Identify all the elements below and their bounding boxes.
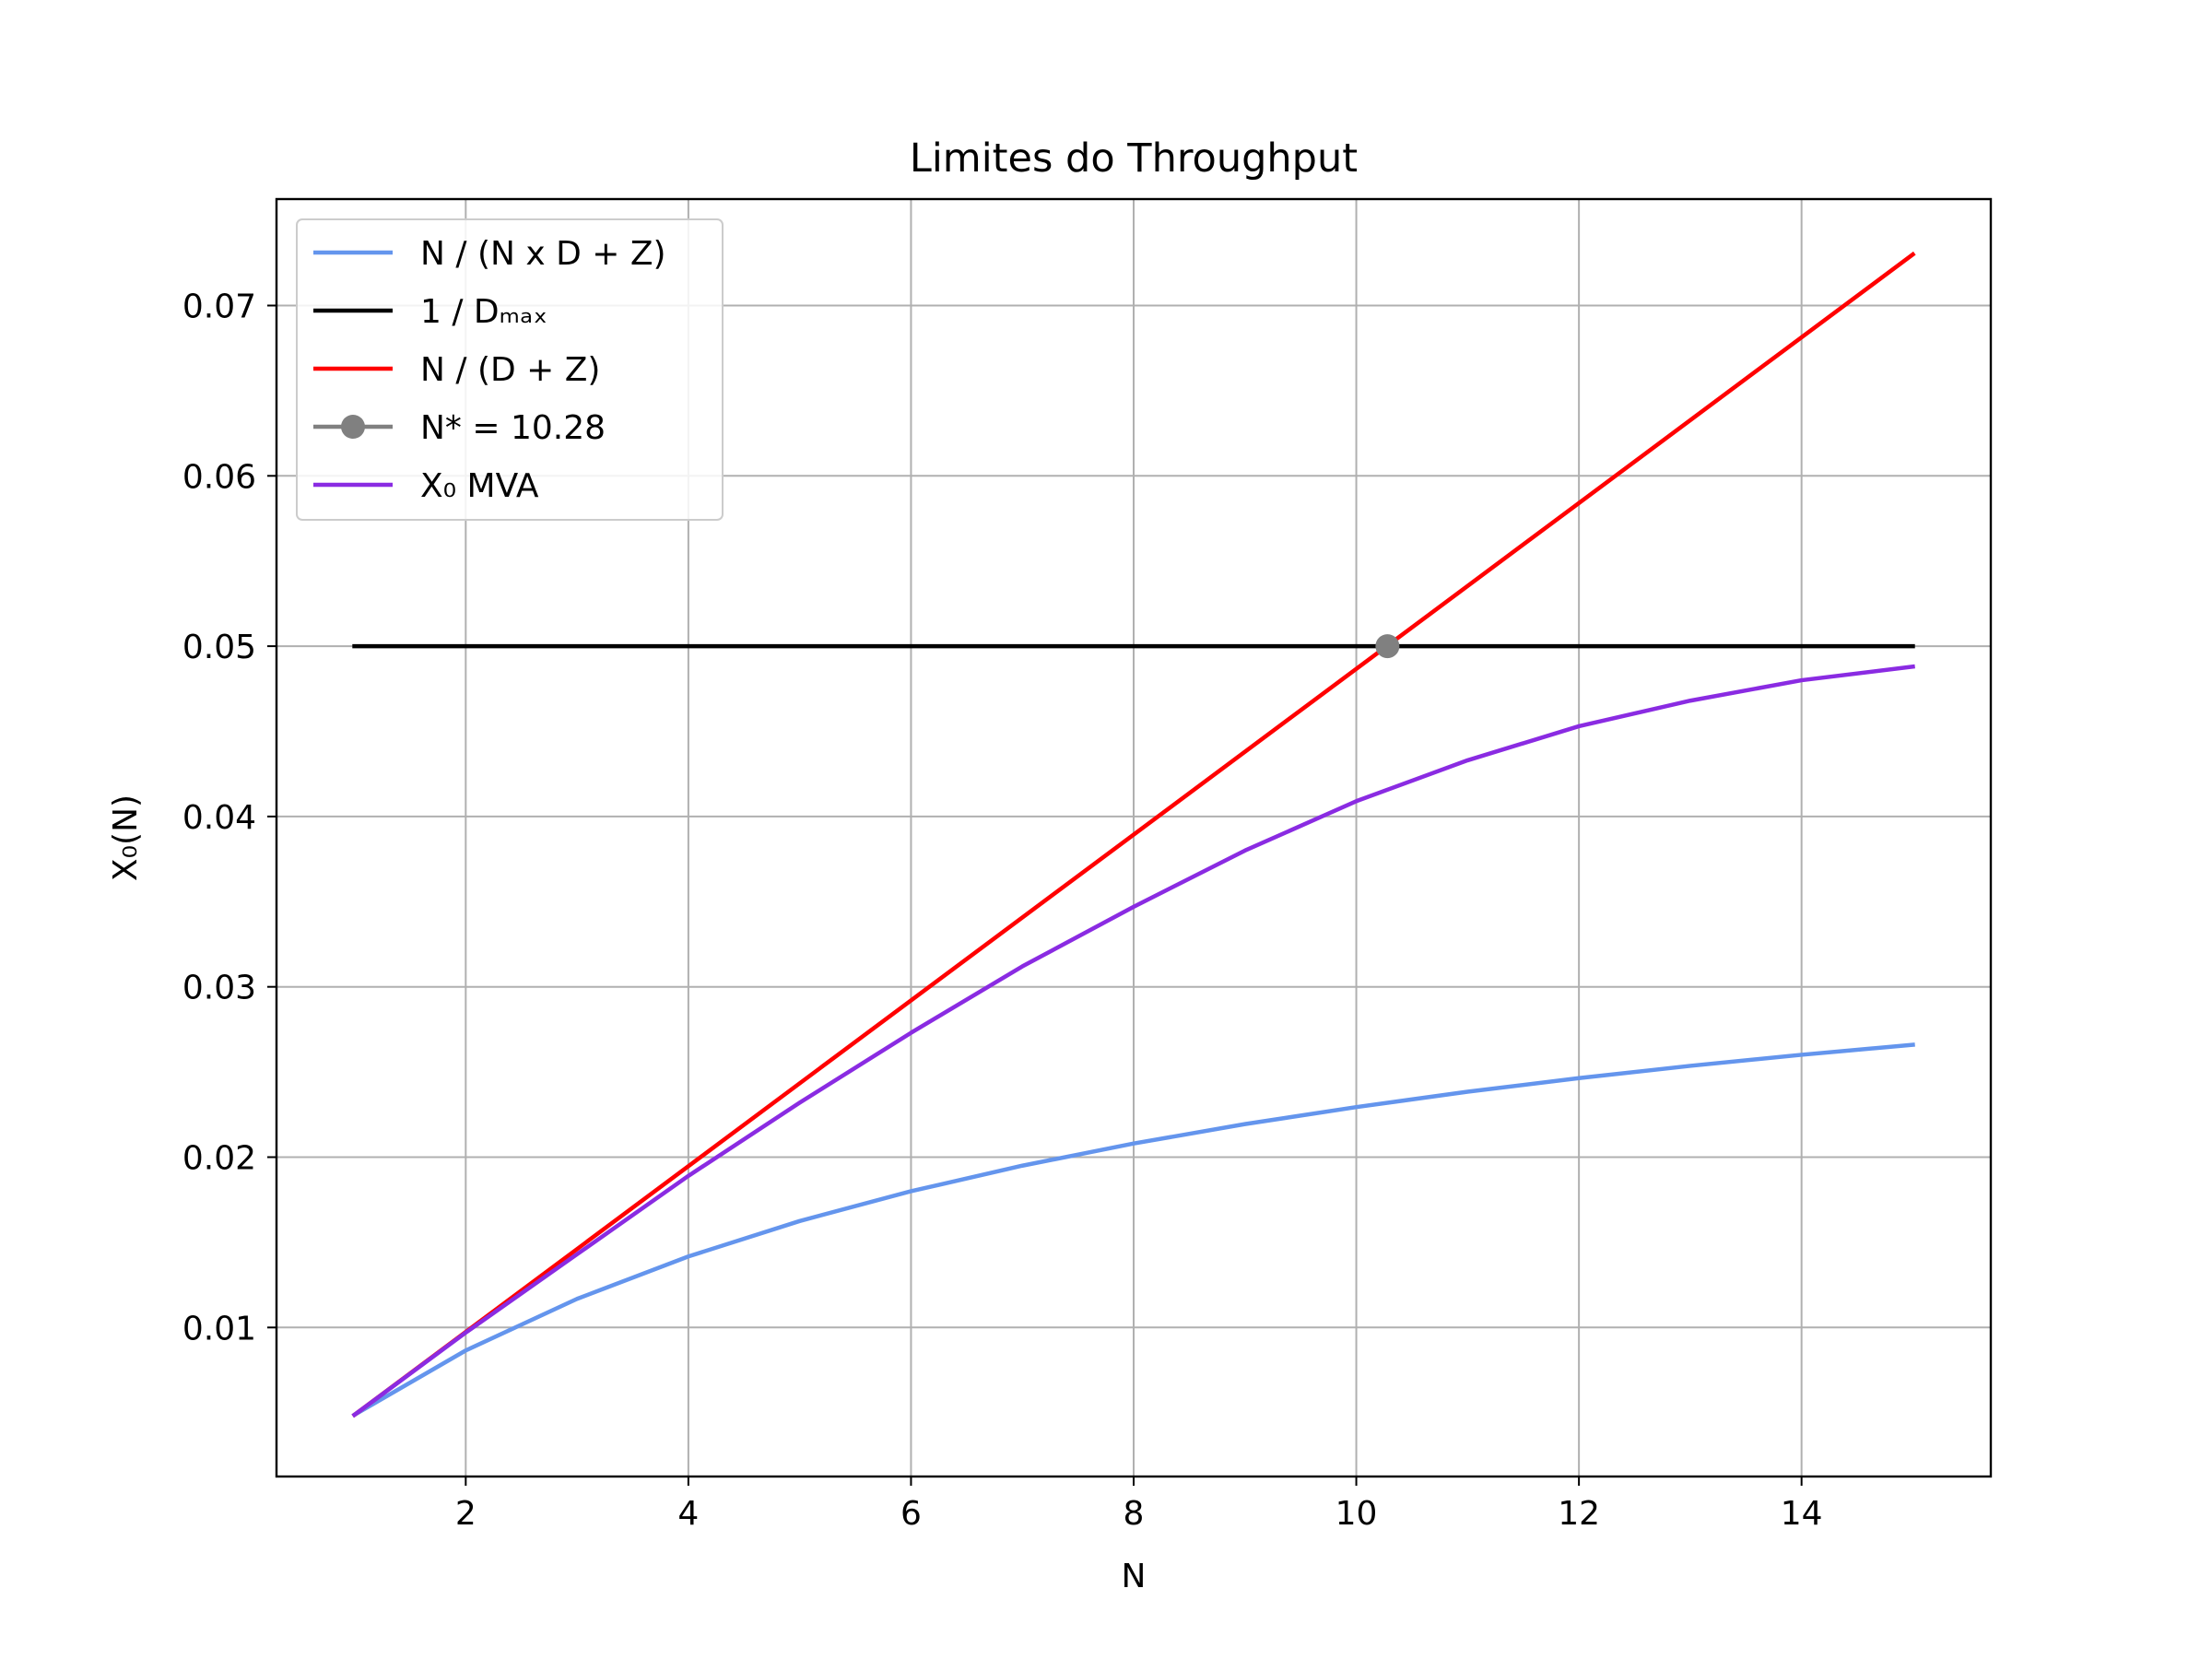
y-tick-label: 0.06 [182,458,256,496]
x-tick-label: 10 [1335,1495,1378,1533]
x-tick-label: 14 [1781,1495,1823,1533]
legend-label: N / (D + Z) [420,351,600,389]
x-axis-label: N [1122,1558,1147,1595]
series-1-line [351,1042,1915,1418]
chart-title: Limites do Throughput [910,135,1358,182]
y-tick-label: 0.07 [182,288,256,326]
series-4-point [1375,634,1400,659]
y-tick-label: 0.02 [182,1140,256,1178]
legend-label: 1 / Dₘₐₓ [420,293,547,331]
x-tick-label: 8 [1124,1495,1145,1533]
y-tick-label: 0.03 [182,970,256,1007]
y-tick-label: 0.05 [182,629,256,666]
legend: N / (N x D + Z) 1 / Dₘₐₓ N / (D + Z) N* = 1… [296,218,724,521]
legend-label: N / (N x D + Z) [420,235,666,273]
plot-lines [351,251,1916,1418]
series-3-line [351,251,1916,1418]
x-tick-label: 12 [1558,1495,1600,1533]
legend-label: N* = 10.28 [420,409,606,447]
legend-label: X₀ MVA [420,467,539,505]
grid [276,199,1991,1477]
x-tick-label: 6 [900,1495,922,1533]
x-tick-label: 4 [677,1495,699,1533]
x-tick-label: 2 [455,1495,477,1533]
y-tick-label: 0.01 [182,1310,256,1347]
legend-marker [341,415,365,439]
series-5-line [351,664,1915,1418]
y-axis-label: X₀(N) [107,794,145,881]
axis-ticks: 2 4 6 8 10 12 14 0.01 0.02 0.03 0.04 0.05 0.06 0.07 [182,288,1823,1534]
y-tick-label: 0.04 [182,799,256,837]
legend-box [296,218,724,521]
